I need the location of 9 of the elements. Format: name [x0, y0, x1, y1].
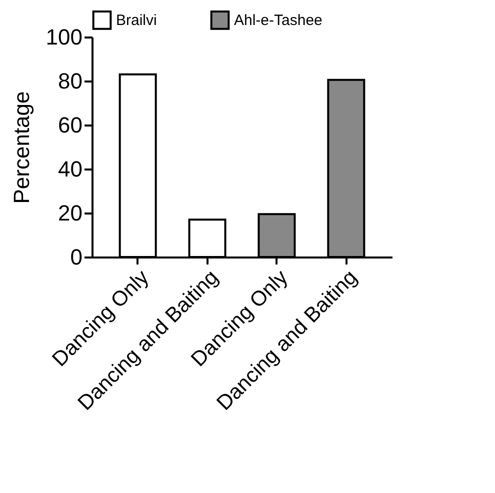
y-tick-label: 80	[58, 68, 82, 94]
legend-label: Brailvi	[116, 12, 157, 30]
legend-label: Ahl-e-Tashee	[234, 12, 322, 30]
y-tick-label: 40	[58, 156, 82, 182]
y-tick-label: 20	[58, 200, 82, 226]
y-axis-title: Percentage	[8, 91, 34, 204]
y-tick-label: 100	[46, 24, 82, 50]
y-tick-label: 0	[70, 244, 82, 270]
y-tick-label: 60	[58, 112, 82, 138]
